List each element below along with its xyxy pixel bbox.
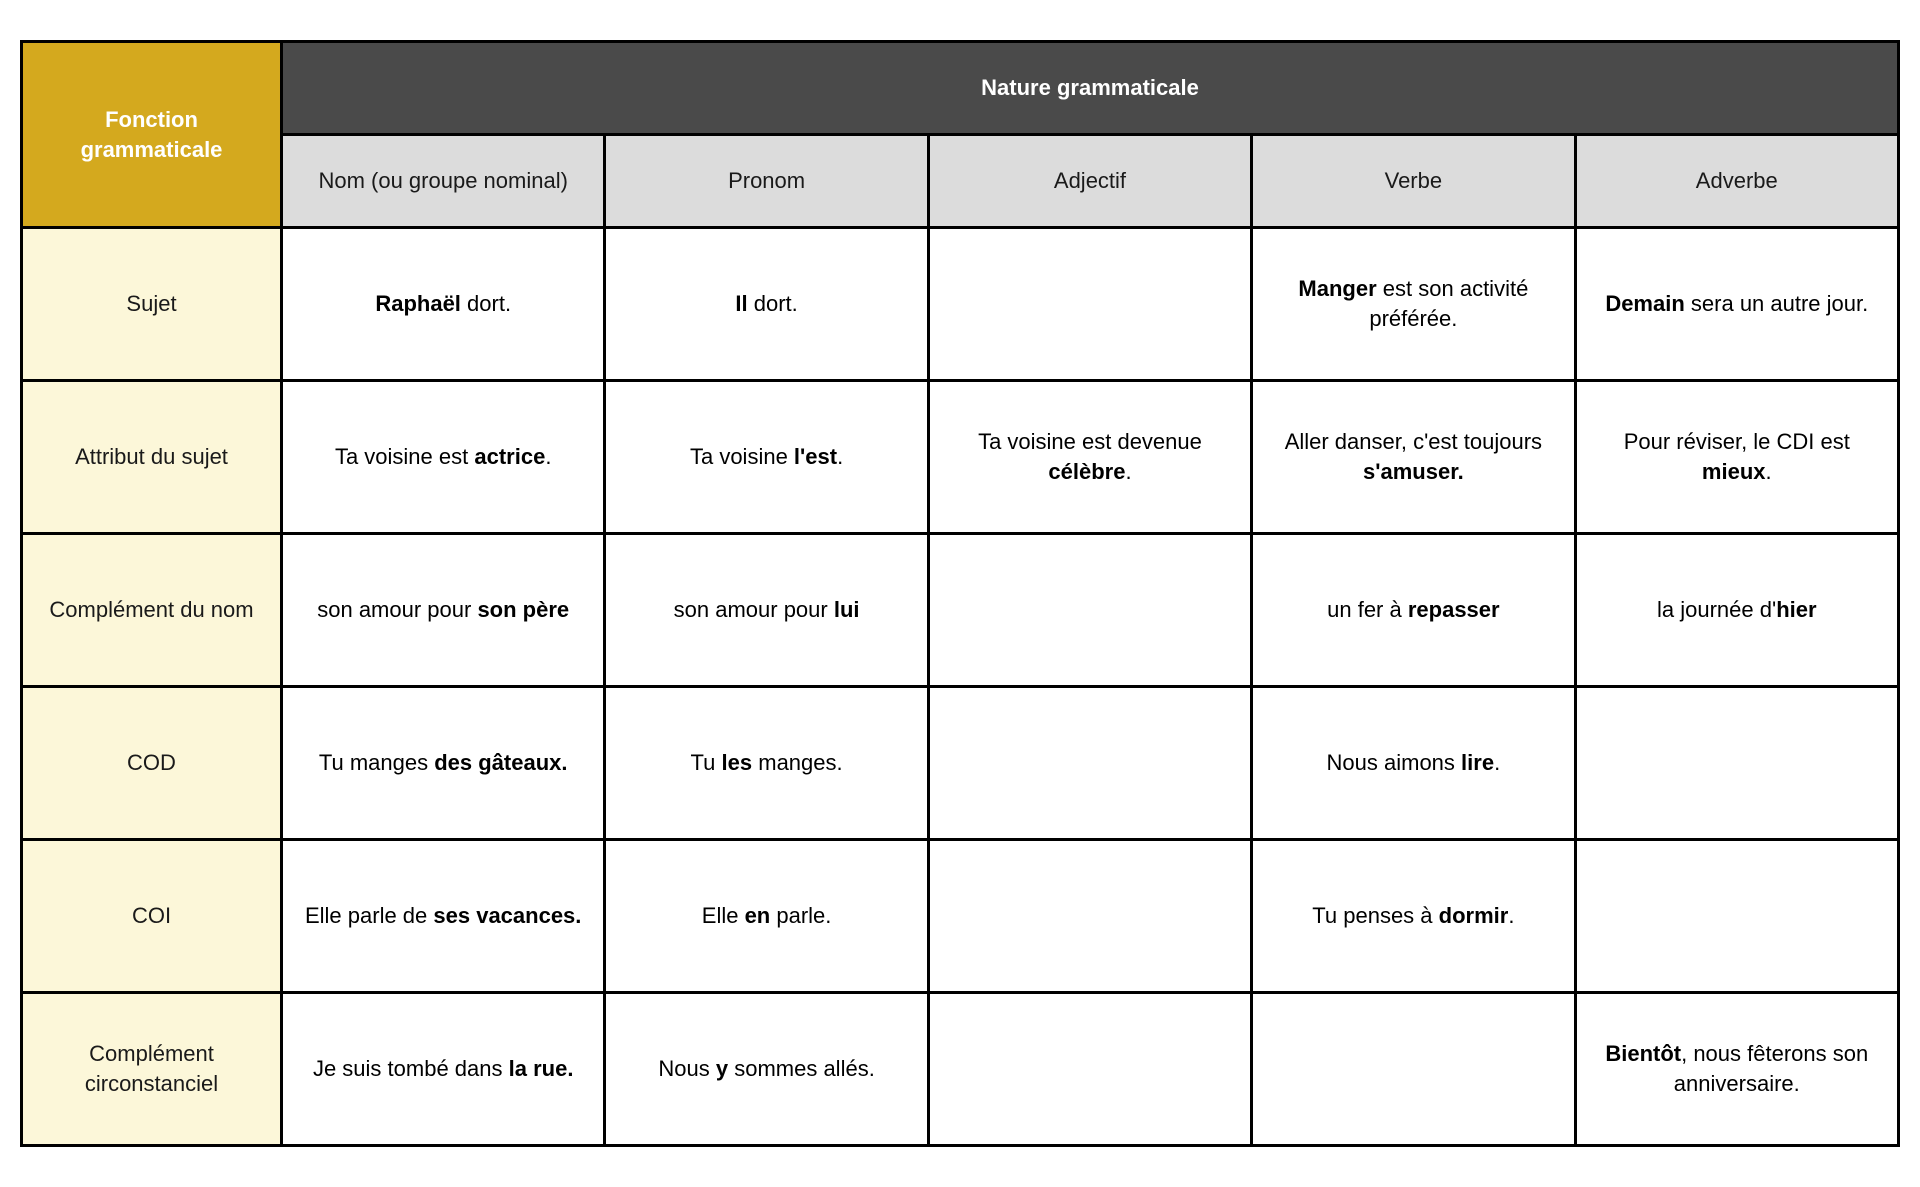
row-head-cc: Complément circonstanciel — [22, 993, 282, 1146]
col-head-nom: Nom (ou groupe nominal) — [282, 135, 605, 228]
cell-coi-pronom: Elle en parle. — [605, 840, 928, 993]
cell-attribut-nom: Ta voisine est actrice. — [282, 381, 605, 534]
cell-cod-verbe: Nous aimons lire. — [1252, 687, 1575, 840]
row-cod: COD Tu manges des gâteaux. Tu les manges… — [22, 687, 1899, 840]
cell-sujet-pronom: Il dort. — [605, 228, 928, 381]
cell-cod-adjectif — [928, 687, 1251, 840]
cell-cod-pronom: Tu les manges. — [605, 687, 928, 840]
cell-cc-nom: Je suis tombé dans la rue. — [282, 993, 605, 1146]
cell-coi-nom: Elle parle de ses vacances. — [282, 840, 605, 993]
cell-sujet-nom: Raphaël dort. — [282, 228, 605, 381]
cell-cc-adjectif — [928, 993, 1251, 1146]
col-head-pronom: Pronom — [605, 135, 928, 228]
row-coi: COI Elle parle de ses vacances. Elle en … — [22, 840, 1899, 993]
row-cdn: Complément du nom son amour pour son pèr… — [22, 534, 1899, 687]
cell-attribut-verbe: Aller danser, c'est toujours s'amuser. — [1252, 381, 1575, 534]
row-head-cod: COD — [22, 687, 282, 840]
cell-cod-nom: Tu manges des gâteaux. — [282, 687, 605, 840]
cell-coi-verbe: Tu penses à dormir. — [1252, 840, 1575, 993]
cell-cdn-nom: son amour pour son père — [282, 534, 605, 687]
header-row-2: Nom (ou groupe nominal) Pronom Adjectif … — [22, 135, 1899, 228]
header-row-1: Fonction grammaticale Nature grammatical… — [22, 42, 1899, 135]
row-head-cdn: Complément du nom — [22, 534, 282, 687]
row-attribut: Attribut du sujet Ta voisine est actrice… — [22, 381, 1899, 534]
row-cc: Complément circonstanciel Je suis tombé … — [22, 993, 1899, 1146]
table-container: Fonction grammaticale Nature grammatical… — [0, 0, 1920, 1187]
nature-header: Nature grammaticale — [282, 42, 1899, 135]
cell-attribut-pronom: Ta voisine l'est. — [605, 381, 928, 534]
cell-cdn-adjectif — [928, 534, 1251, 687]
cell-attribut-adverbe: Pour réviser, le CDI est mieux. — [1575, 381, 1898, 534]
cell-cc-verbe — [1252, 993, 1575, 1146]
row-head-attribut: Attribut du sujet — [22, 381, 282, 534]
cell-sujet-adverbe: Demain sera un autre jour. — [1575, 228, 1898, 381]
cell-cdn-pronom: son amour pour lui — [605, 534, 928, 687]
cell-cdn-adverbe: la journée d'hier — [1575, 534, 1898, 687]
cell-cod-adverbe — [1575, 687, 1898, 840]
cell-coi-adverbe — [1575, 840, 1898, 993]
cell-cdn-verbe: un fer à repasser — [1252, 534, 1575, 687]
row-sujet: Sujet Raphaël dort. Il dort. Manger est … — [22, 228, 1899, 381]
col-head-adverbe: Adverbe — [1575, 135, 1898, 228]
cell-attribut-adjectif: Ta voisine est devenue célèbre. — [928, 381, 1251, 534]
cell-cc-pronom: Nous y sommes allés. — [605, 993, 928, 1146]
cell-sujet-adjectif — [928, 228, 1251, 381]
row-head-coi: COI — [22, 840, 282, 993]
grammar-table: Fonction grammaticale Nature grammatical… — [20, 40, 1900, 1147]
row-head-sujet: Sujet — [22, 228, 282, 381]
col-head-adjectif: Adjectif — [928, 135, 1251, 228]
col-head-verbe: Verbe — [1252, 135, 1575, 228]
cell-coi-adjectif — [928, 840, 1251, 993]
cell-cc-adverbe: Bientôt, nous fêterons son anniversaire. — [1575, 993, 1898, 1146]
corner-header: Fonction grammaticale — [22, 42, 282, 228]
cell-sujet-verbe: Manger est son activité préférée. — [1252, 228, 1575, 381]
